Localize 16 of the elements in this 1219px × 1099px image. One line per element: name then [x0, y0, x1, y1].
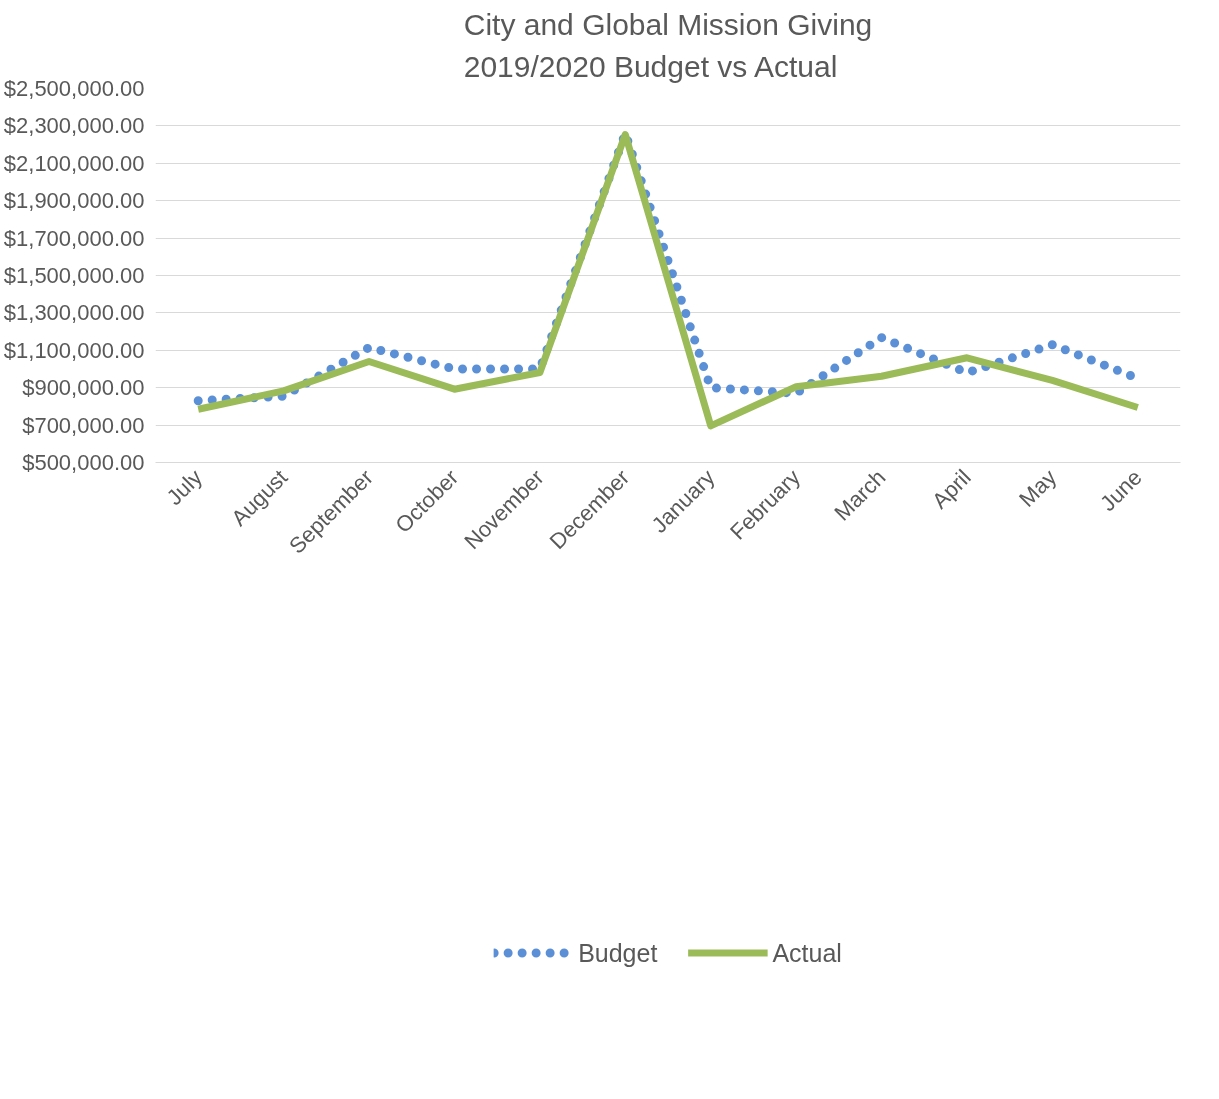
y-tick-label: $2,100,000.00: [3, 150, 145, 176]
y-tick-label: $2,300,000.00: [3, 113, 145, 139]
y-tick-label: $2,500,000.00: [3, 76, 145, 101]
y-tick-label: $1,500,000.00: [3, 263, 145, 288]
x-tick-label: May: [1014, 464, 1062, 512]
y-tick-label: $500,000.00: [22, 450, 145, 475]
y-tick-label: $900,000.00: [22, 375, 145, 401]
x-tick-label: July: [161, 464, 208, 510]
y-tick-label: $1,100,000.00: [3, 337, 145, 363]
y-tick-label: $700,000.00: [22, 412, 145, 438]
y-tick-label: $1,300,000.00: [3, 300, 145, 326]
y-tick-label: $1,900,000.00: [3, 188, 145, 214]
chart-title: City and Global Mission Giving 2019/2020 Budget vs Actual: [463, 7, 873, 84]
legend-label: Actual: [772, 938, 842, 968]
y-tick-label: $1,700,000.00: [3, 225, 145, 251]
legend-label: Budget: [578, 938, 658, 968]
